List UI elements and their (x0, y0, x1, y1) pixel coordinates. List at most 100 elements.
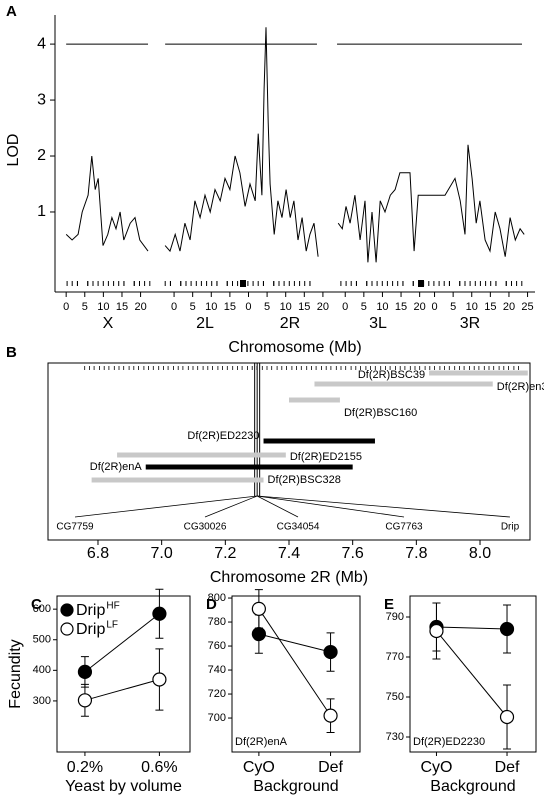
y-tick-label: 730 (386, 731, 404, 743)
y-axis-title: LOD (5, 134, 22, 167)
x-tick-label: 25 (521, 301, 533, 313)
y-axis-title: Fecundity (7, 639, 24, 708)
x-tick-label: 0.6% (141, 759, 177, 776)
y-tick-label: 770 (386, 651, 404, 663)
x-tick-label: 0 (63, 301, 69, 313)
centromere (240, 280, 246, 287)
y-tick-label: 720 (208, 688, 226, 700)
gene-connector (257, 495, 511, 518)
point (323, 708, 338, 723)
gene-connector (74, 495, 258, 518)
arm-label: X (103, 315, 114, 332)
y-tick-label: 600 (33, 603, 51, 615)
panel-letter: E (384, 596, 394, 613)
annotation: Df(2R)enA (235, 736, 288, 748)
arm-label: 3L (369, 315, 387, 332)
gene-connector (257, 495, 405, 518)
x-tick-label: 8.0 (469, 545, 491, 562)
x-tick-label: 7.4 (278, 545, 300, 562)
x-tick-label: 6.8 (87, 545, 109, 562)
arm-label: 3R (460, 315, 480, 332)
panel-letter: B (6, 344, 17, 361)
gene-connector (256, 495, 299, 518)
series-line (84, 679, 160, 701)
deficiency-label: Df(2R)BSC160 (344, 407, 417, 419)
series-line (436, 626, 508, 630)
gene-label: CG34054 (277, 522, 320, 533)
x-tick-label: 10 (97, 301, 109, 313)
point (77, 693, 93, 708)
x-tick-label: CyO (420, 759, 452, 776)
y-tick-label: 400 (33, 664, 51, 676)
gene-label: CG30026 (184, 522, 227, 533)
x-axis-title: Yeast by volume (65, 778, 182, 795)
x-tick-label: 15 (224, 301, 236, 313)
point (152, 606, 167, 621)
frame (231, 595, 361, 753)
legend-superscript: LF (106, 620, 118, 631)
panel-letter: D (206, 596, 217, 613)
series-line (436, 630, 508, 718)
y-tick-label: 750 (386, 691, 404, 703)
x-tick-label: 5 (361, 301, 367, 313)
deficiency-label: Df(2R)en30 (497, 381, 544, 393)
legend-marker (60, 603, 74, 617)
x-tick-label: 0 (342, 301, 348, 313)
y-tick-label: 3 (37, 91, 46, 108)
deficiency-label: Df(2R)BSC39 (358, 369, 425, 381)
panel-letter: C (31, 596, 42, 613)
deficiency-label: Df(2R)ED2155 (290, 451, 362, 463)
gene-label: CG7759 (56, 522, 94, 533)
point (251, 626, 266, 642)
deficiency-label: Df(2R)ED2230 (187, 430, 259, 442)
series-line (84, 613, 160, 673)
gene-label: CG7763 (385, 522, 423, 533)
y-tick-label: 780 (208, 616, 226, 628)
x-tick-label: 0.2% (67, 759, 103, 776)
lod-line (65, 27, 525, 263)
x-tick-label: 5 (264, 301, 270, 313)
y-tick-label: 740 (208, 664, 226, 676)
series-line (258, 608, 331, 716)
x-tick-label: 5 (450, 301, 456, 313)
frame (409, 595, 537, 753)
gene-label: Drip (501, 522, 520, 533)
x-axis-title: Background (430, 778, 515, 795)
x-tick-label: 10 (205, 301, 217, 313)
x-axis-title: Chromosome (Mb) (228, 339, 361, 356)
annotation: Df(2R)ED2230 (413, 736, 485, 748)
x-tick-label: 20 (134, 301, 146, 313)
x-tick-label: 10 (376, 301, 388, 313)
x-axis-title: Background (253, 778, 338, 795)
centromere (418, 280, 424, 287)
x-tick-label: 7.2 (214, 545, 236, 562)
x-tick-label: 5 (82, 301, 88, 313)
x-tick-label: 10 (466, 301, 478, 313)
x-tick-label: CyO (243, 759, 275, 776)
point (499, 709, 515, 725)
x-tick-label: 7.8 (405, 545, 427, 562)
x-tick-label: 0 (431, 301, 437, 313)
arm-label: 2R (280, 315, 300, 332)
point (429, 623, 444, 639)
legend-label: Drip (76, 621, 105, 638)
y-tick-label: 760 (208, 640, 226, 652)
y-tick-label: 790 (386, 611, 404, 623)
x-tick-label: 0 (245, 301, 251, 313)
x-axis-title: Chromosome 2R (Mb) (210, 569, 368, 586)
panel-letter: A (6, 3, 17, 20)
point (499, 621, 515, 637)
legend-marker (60, 622, 74, 636)
x-tick-label: 15 (395, 301, 407, 313)
x-tick-label: 15 (484, 301, 496, 313)
legend-label: Drip (76, 602, 105, 619)
x-tick-label: Def (318, 759, 343, 776)
point (251, 601, 266, 616)
x-tick-label: 20 (317, 301, 329, 313)
y-tick-label: 300 (33, 695, 51, 707)
x-tick-label: 0 (171, 301, 177, 313)
deficiency-label: Df(2R)enA (90, 461, 143, 473)
point (323, 644, 338, 660)
x-tick-label: 20 (503, 301, 515, 313)
